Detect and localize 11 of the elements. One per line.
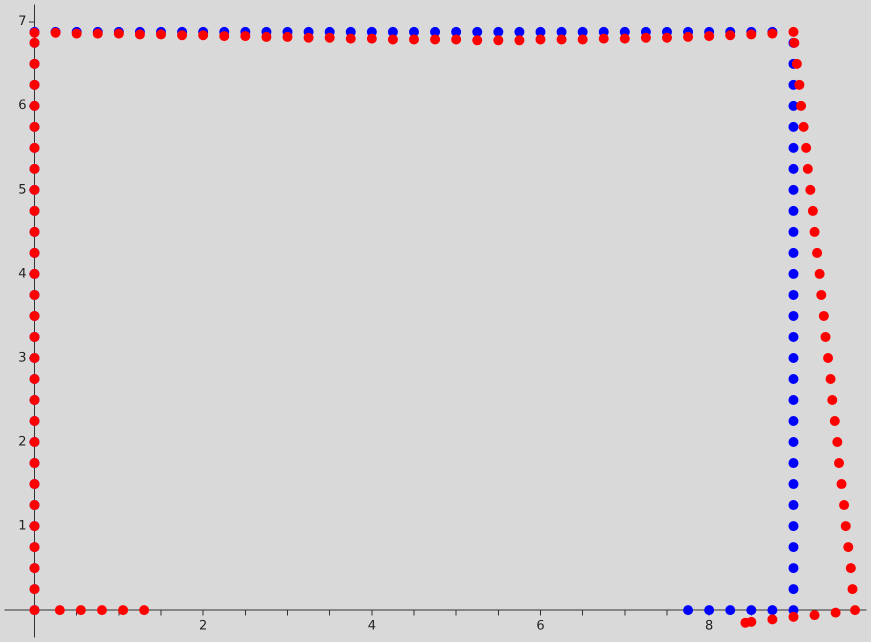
x-tick-label: 4 xyxy=(368,618,376,634)
y-tick-label: 5 xyxy=(18,182,27,198)
x-tick-label: 6 xyxy=(536,618,545,634)
y-tick-label: 2 xyxy=(18,434,27,450)
y-tick-label: 4 xyxy=(18,266,27,282)
y-tick-label: 3 xyxy=(18,350,27,366)
y-tick-label: 6 xyxy=(18,98,27,114)
y-tick-label: 1 xyxy=(18,518,27,534)
y-tick-label: 7 xyxy=(18,14,27,30)
x-tick-label: 8 xyxy=(705,618,714,634)
x-tick-label: 2 xyxy=(199,618,208,634)
